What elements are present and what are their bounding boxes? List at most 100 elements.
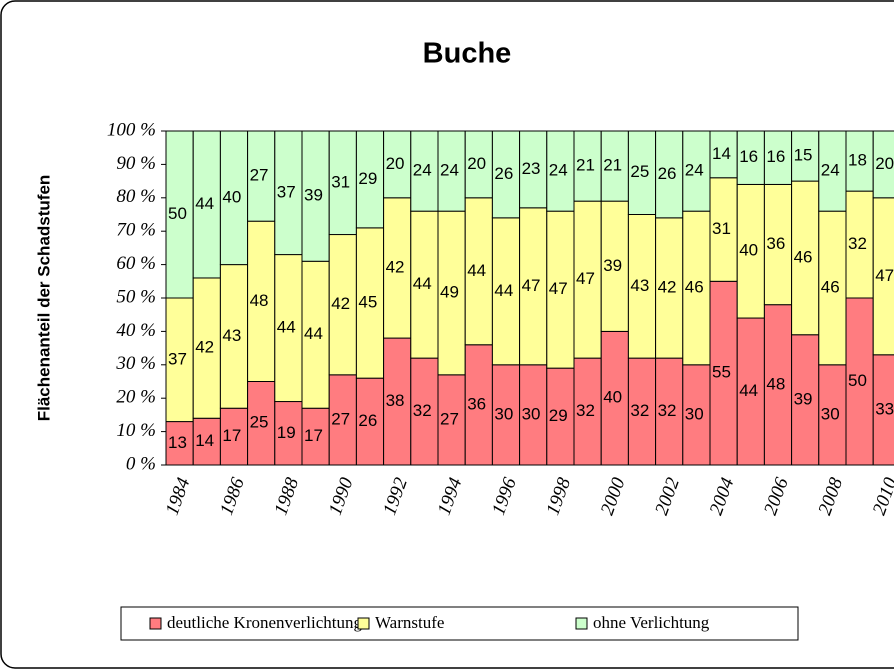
legend-label: deutliche Kronenverlichtung [167,613,362,632]
bar-segment [573,200,602,359]
data-label: 50 [848,371,867,390]
data-label: 24 [685,161,704,180]
bar-segment [192,130,221,279]
bar-segment [274,130,303,256]
data-label: 42 [195,338,214,357]
data-label: 37 [277,182,296,201]
y-tick-label: 0 % [126,453,156,474]
data-label: 19 [277,423,296,442]
data-label: 44 [467,261,486,280]
bar-segment [491,217,521,366]
bar-segment [682,210,711,366]
bar-segment [600,200,629,332]
data-label: 25 [630,162,649,181]
bar-segment [219,264,249,409]
bar-segment [464,130,493,199]
data-label: 39 [304,186,323,205]
bar-segment [682,364,711,466]
data-label: 31 [712,219,731,238]
legend-swatch [357,617,370,630]
y-tick-label: 20 % [116,387,156,408]
bar-segment [845,190,874,299]
bar-segment [736,130,765,185]
data-label: 20 [467,154,486,173]
data-label: 30 [494,404,513,423]
legend-label: ohne Verlichtung [593,613,710,632]
bar-segment [655,217,684,359]
data-label: 24 [821,161,840,180]
legend-swatch [149,617,162,630]
data-label: 17 [222,426,241,445]
bar-segment [627,214,657,359]
bar-segment [410,130,439,212]
bar-segment [736,317,765,466]
data-label: 26 [494,164,513,183]
data-label: 30 [821,404,840,423]
bar-segment [301,130,330,262]
data-label: 16 [739,147,758,166]
bar-segment [763,130,793,185]
bar-segment [845,130,874,192]
data-label: 44 [413,274,432,293]
legend-swatch [575,617,588,630]
data-label: 37 [168,349,187,368]
data-label: 50 [168,204,187,223]
bar-segment [328,234,357,376]
data-label: 48 [766,374,785,393]
data-label: 32 [576,401,595,420]
data-label: 24 [440,161,459,180]
bar-segment [301,260,330,409]
data-label: 20 [875,154,894,173]
bar-segment [573,130,602,202]
data-label: 13 [168,433,187,452]
data-label: 36 [467,394,486,413]
bar-segment [519,207,548,366]
data-label: 47 [875,266,894,285]
data-label: 39 [794,389,813,408]
chart-title: Buche [423,38,512,70]
y-tick-label: 30 % [115,353,156,374]
y-tick-label: 10 % [116,420,156,441]
bar-segment [600,130,629,202]
data-label: 44 [304,324,323,343]
data-label: 14 [195,431,214,450]
data-label: 46 [794,247,813,266]
bar-segment [355,130,385,229]
bar-segment [763,304,793,466]
y-tick-label: 50 % [116,286,156,307]
bar-segment [709,177,738,282]
data-label: 18 [848,151,867,170]
data-label: 21 [603,156,622,175]
data-label: 42 [658,277,677,296]
data-label: 27 [250,166,269,185]
bar-segment [355,377,385,466]
data-label: 43 [630,276,649,295]
bar-segment [192,277,221,419]
data-label: 26 [358,411,377,430]
bar-segment [464,344,493,466]
data-label: 40 [739,241,758,260]
bar-segment [219,130,249,266]
data-label: 15 [794,146,813,165]
data-label: 23 [522,159,541,178]
y-tick-label: 60 % [116,253,156,274]
data-label: 42 [331,294,350,313]
bar-segment [763,183,793,306]
data-label: 40 [603,388,622,407]
data-label: 17 [304,426,323,445]
data-label: 44 [277,318,296,337]
y-axis-label: Flächenanteil der Schadstufen [34,175,53,422]
data-label: 14 [712,144,731,163]
data-label: 39 [603,256,622,275]
data-label: 32 [658,401,677,420]
bar-segment [247,381,276,466]
bar-segment [627,130,657,215]
bar-segment [410,357,439,466]
bar-segment [872,130,894,199]
bar-segment [491,130,521,219]
data-label: 21 [576,156,595,175]
y-tick-label: 80 % [116,186,156,207]
data-label: 26 [658,164,677,183]
bar-segment [464,197,493,346]
